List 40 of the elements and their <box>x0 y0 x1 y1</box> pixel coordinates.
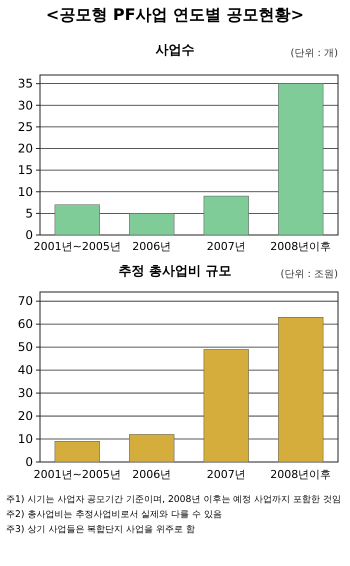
y-tick-label: 10 <box>18 184 33 199</box>
y-tick-label: 30 <box>18 386 33 400</box>
bar <box>129 213 174 236</box>
chart-title: 추정 총사업비 규모 <box>118 264 232 279</box>
y-tick-label: 0 <box>25 455 33 469</box>
x-tick-label: 2001년~2005년 <box>34 240 121 253</box>
x-tick-label: 2008년이후 <box>270 240 332 253</box>
y-tick-label: 50 <box>18 340 33 354</box>
x-tick-label: 2007년 <box>206 240 246 253</box>
y-axis-title: (단위 : 개) <box>290 48 338 59</box>
bar <box>204 349 249 462</box>
text: 주2) 총사업비는 추정사업비로서 실제와 다를 수 있음 <box>6 509 222 520</box>
bar <box>129 434 174 462</box>
bar <box>54 204 100 236</box>
x-tick-label: 2008년이후 <box>270 468 332 481</box>
y-tick-label: 15 <box>18 163 33 178</box>
text: 주3) 상기 사업들은 복합단지 사업을 위주로 함 <box>6 524 195 535</box>
x-tick-label: 2006년 <box>132 468 172 481</box>
y-tick-label: 30 <box>18 98 33 112</box>
bar <box>278 317 324 462</box>
y-tick-label: 35 <box>18 76 33 91</box>
bar <box>204 196 249 236</box>
x-tick-label: 2001년~2005년 <box>34 468 121 481</box>
y-tick-label: 60 <box>18 317 33 332</box>
y-tick-label: 70 <box>18 294 33 308</box>
y-tick-label: 20 <box>18 142 33 156</box>
bar <box>54 441 100 462</box>
y-tick-label: 40 <box>18 363 33 378</box>
x-tick-label: 2007년 <box>206 468 246 481</box>
y-tick-label: 10 <box>18 432 33 446</box>
y-tick-label: 25 <box>18 120 33 134</box>
y-axis-title: (단위 : 조원) <box>280 269 338 280</box>
y-tick-label: 5 <box>25 206 33 220</box>
y-tick-label: 20 <box>18 409 33 424</box>
bar <box>278 83 324 236</box>
chart-subtitle: 사업수 <box>156 43 194 58</box>
x-tick-label: 2006년 <box>132 240 172 253</box>
text: 주1) 시기는 사업자 공모기간 기준이며, 2008년 이후는 예정 사업까지 포함한 것임 <box>6 494 341 505</box>
chart-title: <공모형 PF사업 연도별 공모현황> <box>46 5 304 24</box>
y-tick-label: 0 <box>25 228 33 242</box>
